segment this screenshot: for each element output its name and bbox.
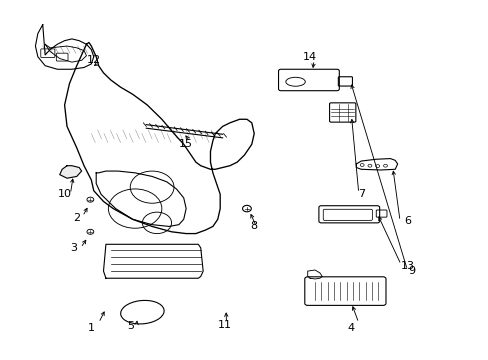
Text: 8: 8 xyxy=(250,221,257,231)
Text: 6: 6 xyxy=(403,216,410,226)
Text: 7: 7 xyxy=(357,189,364,199)
Text: 11: 11 xyxy=(218,320,232,330)
Polygon shape xyxy=(60,166,81,178)
Text: 13: 13 xyxy=(400,261,413,271)
Text: 1: 1 xyxy=(88,323,95,333)
Text: 10: 10 xyxy=(58,189,71,199)
Text: 9: 9 xyxy=(408,266,415,276)
Text: 15: 15 xyxy=(179,139,193,149)
Text: 14: 14 xyxy=(303,52,317,62)
Text: 3: 3 xyxy=(70,243,77,253)
Text: 12: 12 xyxy=(86,55,101,65)
Text: 4: 4 xyxy=(347,323,354,333)
Text: 5: 5 xyxy=(126,321,133,332)
Text: 2: 2 xyxy=(73,212,80,222)
